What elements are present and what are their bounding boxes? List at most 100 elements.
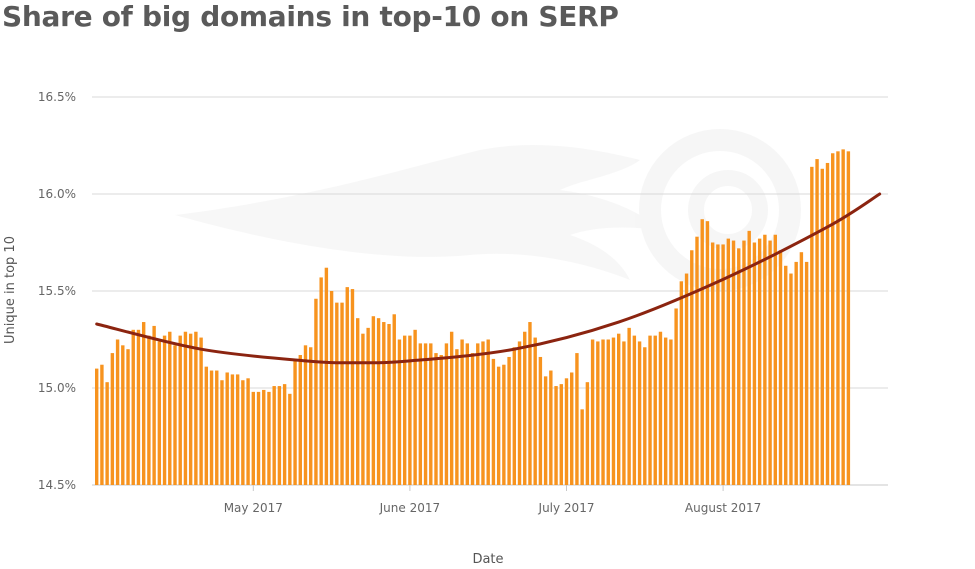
bar [617, 333, 621, 485]
bar [705, 221, 710, 485]
bar [841, 149, 845, 485]
bar [277, 386, 282, 485]
bar [726, 238, 731, 485]
bar [523, 331, 527, 485]
bar [95, 368, 99, 485]
bar [382, 322, 386, 485]
bar [804, 261, 809, 485]
bar [476, 343, 480, 485]
bar [836, 151, 840, 485]
bar [429, 343, 433, 485]
bar-series [95, 149, 851, 485]
bar [361, 333, 365, 485]
bar [251, 391, 255, 485]
bar [288, 393, 292, 485]
bar [606, 339, 610, 485]
bar [794, 261, 798, 485]
bar [194, 331, 198, 485]
bar [418, 343, 423, 485]
bar [517, 341, 522, 485]
bar [282, 384, 287, 485]
bar [747, 230, 751, 485]
bar [110, 353, 115, 485]
bar [215, 370, 219, 485]
bar [737, 248, 741, 485]
bar [460, 339, 464, 485]
bar [402, 335, 407, 485]
bar [272, 386, 276, 485]
bar [178, 335, 182, 485]
chart-title: Share of big domains in top-10 on SERP [2, 0, 619, 33]
bar [564, 378, 569, 485]
bar [220, 380, 224, 485]
bar [533, 337, 537, 485]
bar [188, 333, 193, 485]
bar [141, 322, 146, 485]
bar [799, 252, 804, 485]
y-tick-label: 15.0% [38, 381, 76, 395]
bar [444, 343, 449, 485]
bar [721, 244, 725, 485]
bar [225, 372, 229, 485]
bar [543, 376, 548, 485]
x-tick-label: May 2017 [224, 501, 283, 515]
bar [502, 364, 506, 485]
bar [486, 339, 490, 485]
y-tick-label: 16.0% [38, 187, 76, 201]
bar [115, 339, 120, 485]
bar [825, 162, 830, 485]
y-tick-label: 16.5% [38, 90, 76, 104]
bar [710, 242, 715, 485]
bar [831, 153, 835, 485]
bar [554, 386, 558, 485]
bar [611, 337, 616, 485]
bar [455, 349, 459, 485]
bar [209, 370, 214, 485]
bar [637, 341, 642, 485]
bar [757, 238, 762, 485]
bar [230, 374, 235, 485]
bar [507, 356, 511, 485]
bar [345, 287, 349, 485]
y-tick-label: 14.5% [38, 478, 76, 492]
bar [319, 277, 323, 485]
bar [105, 382, 109, 485]
bar [408, 335, 412, 485]
bar [356, 318, 360, 485]
bar [324, 267, 329, 485]
bar [763, 234, 767, 485]
trend-line-group [95, 192, 882, 365]
y-tick-label: 15.5% [38, 284, 76, 298]
bar [152, 325, 156, 485]
bar [329, 291, 334, 485]
bar [559, 384, 563, 485]
trend-line [95, 192, 882, 365]
bar [267, 391, 271, 485]
bar [549, 370, 553, 485]
bar [204, 366, 209, 485]
bar [449, 331, 454, 485]
bar [340, 302, 344, 485]
bar [590, 339, 595, 485]
bar [293, 358, 297, 485]
bar [366, 327, 370, 485]
bar [700, 219, 704, 485]
bar [131, 329, 135, 485]
y-axis-title: Unique in top 10 [3, 236, 18, 344]
bar [627, 327, 631, 485]
bar [162, 335, 167, 485]
bar [376, 318, 381, 485]
bar [235, 374, 240, 485]
bar [481, 341, 485, 485]
x-tick-label: June 2017 [379, 501, 441, 515]
y-tick-labels: 14.5% 15.0% 15.5% 16.0% 16.5% [38, 90, 76, 492]
bar [309, 347, 313, 485]
bar [596, 341, 600, 485]
bar [262, 389, 266, 485]
bar [784, 265, 788, 485]
bar [173, 345, 177, 485]
bar [632, 335, 637, 485]
bar [538, 356, 543, 485]
bar [684, 273, 689, 485]
bar [371, 316, 376, 485]
